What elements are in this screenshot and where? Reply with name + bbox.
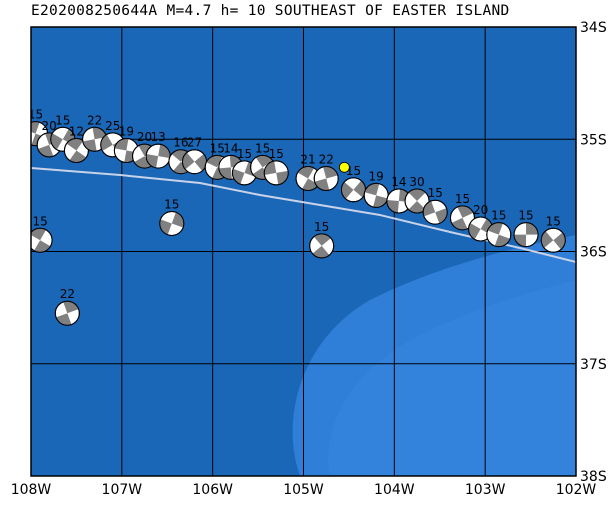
event-depth-label: 15	[314, 220, 329, 234]
focal-mechanism-beachball	[309, 233, 335, 259]
focal-mechanism-beachball	[340, 177, 366, 203]
event-depth-label: 12	[69, 124, 84, 138]
event-depth-label: 22	[60, 287, 75, 301]
event-depth-label: 22	[87, 113, 102, 127]
event-depth-label: 30	[409, 175, 424, 189]
event-depth-label: 14	[391, 175, 406, 189]
bathymetry-shallow	[292, 235, 576, 476]
map-title: E202008250644A M=4.7 h= 10 SOUTHEAST OF …	[31, 3, 510, 19]
longitude-tick-label: 107W	[102, 482, 143, 498]
latitude-tick-label: 36S	[580, 245, 607, 261]
event-depth-label: 15	[269, 147, 284, 161]
latitude-tick-label: 38S	[580, 469, 607, 485]
event-depth-label: 15	[491, 209, 506, 223]
event-depth-label: 21	[300, 153, 315, 167]
event-depth-label: 22	[319, 153, 334, 167]
event-depth-label: 15	[28, 108, 43, 122]
focal-mechanism-beachball	[182, 149, 207, 175]
latitude-ticks: 34S 35S 36S 37S 38S	[580, 20, 607, 485]
longitude-ticks: 108W 107W 106W 105W 104W 103W 102W	[11, 482, 597, 498]
event-depth-label: 13	[151, 130, 166, 144]
longitude-tick-label: 102W	[556, 482, 597, 498]
bathymetry-ridge	[328, 280, 576, 476]
map-frame	[30, 26, 577, 477]
focal-mechanism-beachball	[145, 143, 171, 169]
latitude-tick-label: 35S	[580, 132, 607, 148]
focal-mechanism-beachball	[63, 137, 89, 163]
event-depth-label: 15	[164, 197, 179, 211]
longitude-tick-label: 103W	[465, 482, 506, 498]
event-depth-label: 20	[473, 203, 488, 217]
focal-mechanism-beachball	[363, 182, 389, 208]
event-depth-label: 19	[119, 124, 134, 138]
focal-mechanism-beachball	[449, 205, 475, 231]
focal-mechanism-beachball	[486, 222, 512, 248]
focal-mechanism-beachball	[404, 188, 430, 214]
event-depth-label: 15	[255, 141, 270, 155]
event-depth-label: 14	[223, 141, 238, 155]
focal-mechanism-beachball	[513, 222, 539, 248]
event-depth-label: 15	[428, 186, 443, 200]
longitude-tick-label: 106W	[192, 482, 233, 498]
event-depth-label: 27	[187, 136, 202, 150]
longitude-tick-label: 105W	[283, 482, 324, 498]
event-depth-label: 15	[518, 209, 533, 223]
focal-mechanism-beachball	[263, 160, 289, 186]
event-depth-label: 15	[546, 214, 561, 228]
event-depth-label: 16	[173, 136, 188, 150]
event-depth-label: 15	[55, 113, 70, 127]
event-depth-label: 19	[369, 169, 384, 183]
latitude-tick-label: 34S	[580, 20, 607, 36]
event-depth-label: 20	[137, 130, 152, 144]
focal-mechanism-beachball	[54, 300, 80, 326]
event-depth-label: 15	[32, 214, 47, 228]
focal-mechanism-beachball	[159, 210, 185, 236]
focal-mechanism-beachball	[313, 166, 339, 192]
focal-mechanism-beachball	[422, 199, 448, 225]
focal-mechanism-beachball	[31, 227, 53, 253]
longitude-tick-label: 104W	[374, 482, 415, 498]
longitude-tick-label: 108W	[11, 482, 52, 498]
event-depth-label: 15	[210, 141, 225, 155]
focal-mechanism-beachball	[295, 166, 321, 192]
focal-mechanism-beachball	[540, 227, 566, 253]
event-depth-label: 25	[105, 119, 120, 133]
event-depth-label: 15	[237, 147, 252, 161]
highlighted-event-marker	[338, 161, 350, 173]
event-depth-label: 20	[42, 119, 57, 133]
latitude-tick-label: 37S	[580, 357, 607, 373]
event-depth-label: 15	[455, 192, 470, 206]
